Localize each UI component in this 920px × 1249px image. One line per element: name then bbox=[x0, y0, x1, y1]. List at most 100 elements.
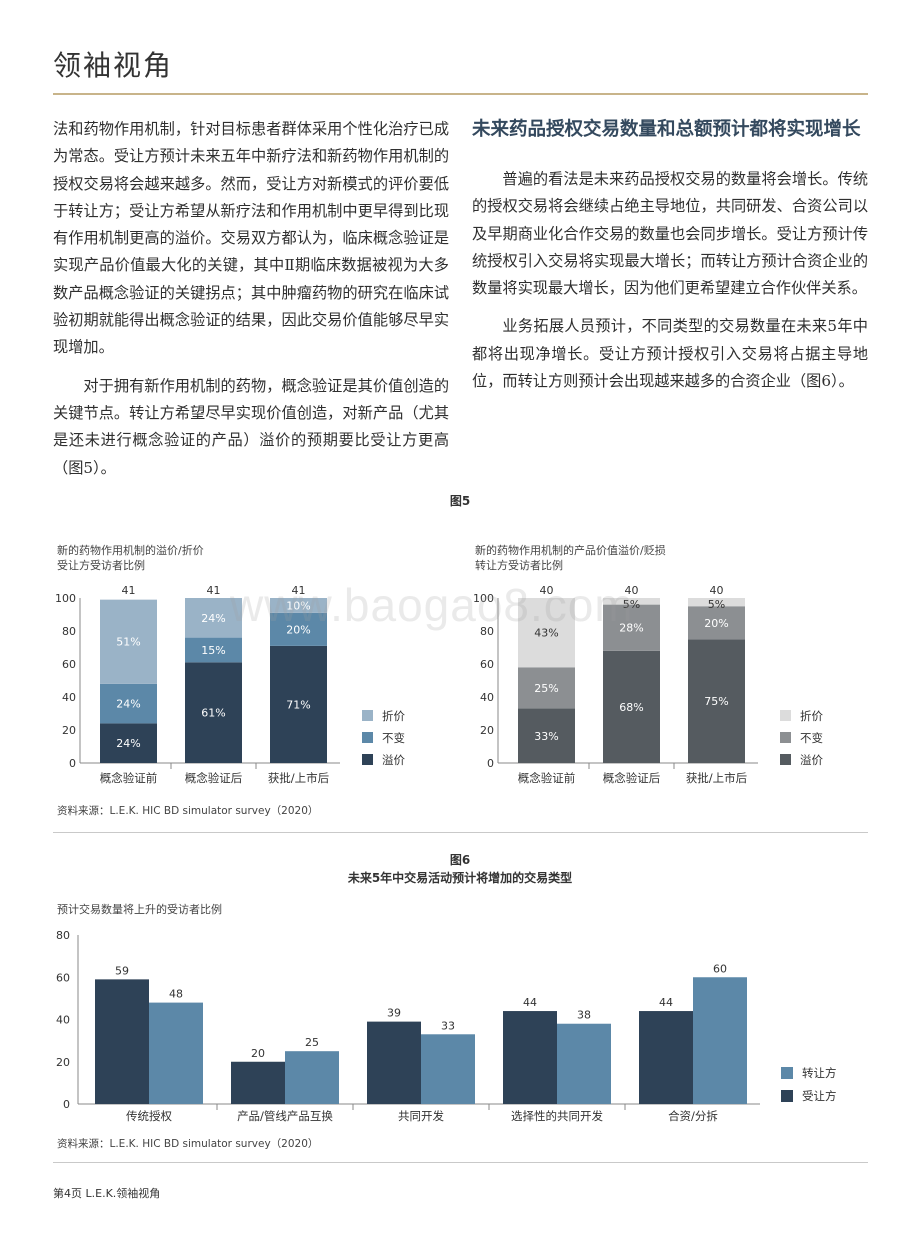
chart1-legend-swatch bbox=[362, 710, 373, 721]
chart3-bar bbox=[421, 1034, 475, 1104]
chart2-ytick: 0 bbox=[487, 757, 494, 770]
chart1-subtitle-line1: 新的药物作用机制的溢价/折价 bbox=[57, 544, 204, 557]
chart2-total-label: 40 bbox=[625, 584, 639, 597]
chart2-subtitle-line2: 转让方受访者比例 bbox=[475, 559, 563, 572]
chart2-bar-segment bbox=[688, 598, 745, 607]
chart2-data-label: 33% bbox=[534, 730, 558, 743]
chart2-data-label: 43% bbox=[534, 627, 558, 640]
chart2-bar-segment bbox=[518, 708, 575, 763]
chart3-bar bbox=[639, 1011, 693, 1104]
chart3-data-label: 44 bbox=[523, 996, 537, 1009]
chart3-bar bbox=[693, 977, 747, 1104]
chart1-ytick: 40 bbox=[62, 691, 76, 704]
chart2-ytick: 80 bbox=[480, 625, 494, 638]
chart1-bar-segment bbox=[100, 723, 157, 763]
chart1-data-label: 61% bbox=[201, 707, 225, 720]
chart3-ytick: 0 bbox=[63, 1098, 70, 1111]
figure6-title: 未来5年中交易活动预计将增加的交易类型 bbox=[347, 871, 573, 885]
chart2-category-label: 获批/上市后 bbox=[686, 771, 747, 785]
chart1-ytick: 100 bbox=[55, 592, 76, 605]
chart1-ytick: 80 bbox=[62, 625, 76, 638]
chart1-total-label: 41 bbox=[292, 584, 306, 597]
chart2-legend-swatch bbox=[780, 754, 791, 765]
page-title: 领袖视角 bbox=[53, 49, 174, 82]
chart3-legend-label: 受让方 bbox=[802, 1089, 837, 1103]
figure5-label: 图5 bbox=[449, 494, 471, 508]
chart3-legend-swatch bbox=[781, 1067, 793, 1079]
left-paragraph-2: 对于拥有新作用机制的药物，概念验证是其价值创造的关键节点。转让方希望尽早实现价值… bbox=[53, 376, 449, 477]
chart3-ytick: 40 bbox=[56, 1014, 70, 1027]
chart2-total-label: 40 bbox=[710, 584, 724, 597]
chart3-data-label: 20 bbox=[251, 1047, 265, 1060]
chart1-ytick: 20 bbox=[62, 724, 76, 737]
figure5-source: 资料来源：L.E.K. HIC BD simulator survey（2020… bbox=[57, 805, 319, 817]
chart2-bar-segment bbox=[603, 604, 660, 651]
chart1-data-label: 24% bbox=[116, 737, 140, 750]
chart2-legend-label: 溢价 bbox=[800, 753, 823, 767]
chart1-category-label: 概念验证前 bbox=[100, 771, 158, 785]
page-footer: 第4页 L.E.K.领袖视角 bbox=[53, 1187, 161, 1200]
header-divider bbox=[53, 93, 868, 95]
chart1-legend-label: 不变 bbox=[382, 731, 405, 745]
right-paragraph-2: 业务拓展人员预计，不同类型的交易数量在未来5年中都将出现净增长。受让方预计授权引… bbox=[472, 317, 868, 391]
chart3-legend-label: 转让方 bbox=[802, 1066, 837, 1080]
chart3-data-label: 33 bbox=[441, 1019, 455, 1032]
chart1-data-label: 10% bbox=[286, 599, 310, 612]
chart1-ytick: 60 bbox=[62, 658, 76, 671]
chart1-bar-segment bbox=[185, 662, 242, 763]
chart-deal-types: 0 20 40 60 80 59 48 传统授权 20 25 产品/管线产品互换 39 33 共同开发 44… bbox=[56, 929, 837, 1123]
chart1-bar-segment bbox=[100, 599, 157, 684]
chart2-bar-segment bbox=[518, 598, 575, 668]
chart3-category-label: 合资/分拆 bbox=[668, 1109, 718, 1123]
chart2-bar-segment bbox=[688, 639, 745, 763]
chart3-bar bbox=[231, 1061, 285, 1104]
chart2-subtitle: 新的药物作用机制的产品价值溢价/贬损 转让方受访者比例 bbox=[475, 543, 666, 573]
figure6-source: 资料来源：L.E.K. HIC BD simulator survey（2020… bbox=[57, 1138, 319, 1150]
chart3-bar bbox=[557, 1023, 611, 1104]
chart1-legend-swatch bbox=[362, 754, 373, 765]
watermark: www.baogao8.com bbox=[230, 579, 634, 631]
chart2-data-label: 20% bbox=[704, 617, 728, 630]
chart2-legend-swatch bbox=[780, 732, 791, 743]
chart2-data-label: 28% bbox=[619, 622, 643, 635]
chart1-category-label: 获批/上市后 bbox=[268, 771, 329, 785]
chart2-legend-swatch bbox=[780, 710, 791, 721]
chart1-data-label: 20% bbox=[286, 623, 310, 636]
chart2-legend-label: 不变 bbox=[800, 731, 823, 745]
chart2-subtitle-line1: 新的药物作用机制的产品价值溢价/贬损 bbox=[475, 544, 666, 557]
chart1-legend-label: 溢价 bbox=[382, 753, 405, 767]
chart3-bar bbox=[95, 979, 149, 1104]
left-paragraph-1: 法和药物作用机制，针对目标患者群体采用个性化治疗已成为常态。受让方预计未来五年中… bbox=[53, 120, 449, 357]
chart2-category-label: 概念验证后 bbox=[603, 771, 661, 785]
chart1-bar-segment bbox=[270, 598, 327, 613]
chart2-category-label: 概念验证前 bbox=[518, 771, 576, 785]
chart3-data-label: 25 bbox=[305, 1036, 319, 1049]
chart1-bar-segment bbox=[185, 637, 242, 663]
chart1-ytick: 0 bbox=[69, 757, 76, 770]
chart3-category-label: 共同开发 bbox=[398, 1109, 444, 1123]
chart2-data-label: 68% bbox=[619, 701, 643, 714]
figure6-label: 图6 bbox=[449, 853, 471, 867]
chart3-data-label: 60 bbox=[713, 962, 727, 975]
chart1-data-label: 51% bbox=[116, 636, 140, 649]
chart2-ytick: 60 bbox=[480, 658, 494, 671]
chart1-data-label: 71% bbox=[286, 698, 310, 711]
chart1-legend-label: 折价 bbox=[382, 709, 405, 723]
chart3-ytick: 20 bbox=[56, 1056, 70, 1069]
chart1-bar-segment bbox=[270, 612, 327, 646]
chart1-category-label: 概念验证后 bbox=[185, 771, 243, 785]
figure5-divider bbox=[53, 832, 868, 833]
left-column: 法和药物作用机制，针对目标患者群体采用个性化治疗已成为常态。受让方预计未来五年中… bbox=[53, 116, 449, 493]
chart1-subtitle: 新的药物作用机制的溢价/折价 受让方受访者比例 bbox=[57, 543, 204, 573]
chart3-bar bbox=[367, 1021, 421, 1104]
chart3-category-label: 传统授权 bbox=[126, 1109, 172, 1123]
chart3-bar bbox=[149, 1002, 203, 1104]
chart3-bar bbox=[503, 1011, 557, 1104]
chart3-bar bbox=[285, 1051, 339, 1104]
chart3-ytick: 80 bbox=[56, 929, 70, 942]
chart3-data-label: 59 bbox=[115, 964, 129, 977]
chart3-legend-swatch bbox=[781, 1090, 793, 1102]
chart3-ytick: 60 bbox=[56, 971, 70, 984]
chart2-data-label: 75% bbox=[704, 695, 728, 708]
chart2-data-label: 25% bbox=[534, 682, 558, 695]
